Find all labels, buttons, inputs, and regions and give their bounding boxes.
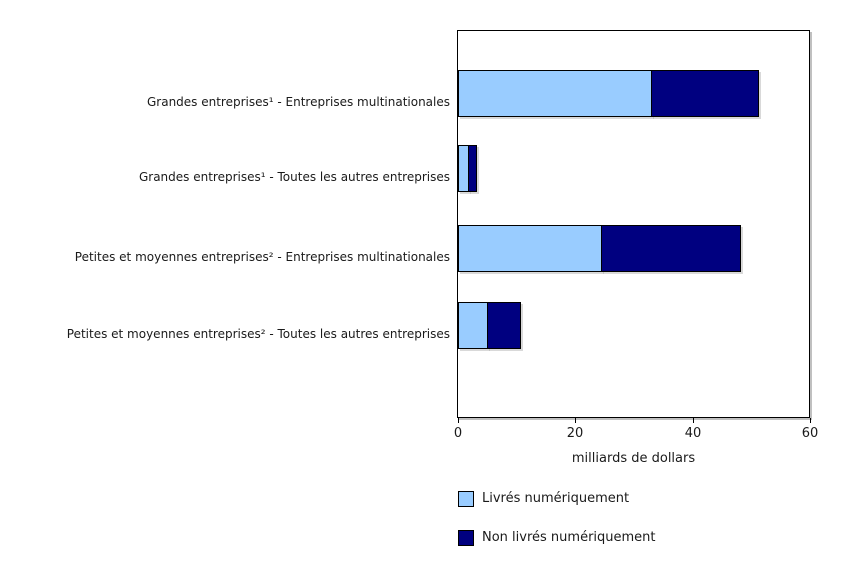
plot-area <box>457 30 810 418</box>
legend-label: Livrés numériquement <box>482 491 630 506</box>
bar-segment-delivered-digitally <box>458 302 488 349</box>
bar-row <box>458 145 477 192</box>
bar-segment-not-delivered-digitally <box>487 302 521 349</box>
x-tick-label: 60 <box>801 426 819 441</box>
bar-segment-delivered-digitally <box>458 70 652 117</box>
category-label: Petites et moyennes entreprises² - Entre… <box>74 249 450 264</box>
category-label: Grandes entreprises¹ - Toutes les autres… <box>138 169 450 184</box>
legend-swatch-not-delivered-digitally <box>458 529 474 546</box>
legend: Livrés numériquement Non livrés numérique… <box>458 488 656 563</box>
bar-segment-delivered-digitally <box>458 225 602 272</box>
legend-entry: Non livrés numériquement <box>458 527 656 546</box>
bar-row <box>458 225 741 272</box>
x-axis-title: milliards de dollars <box>571 451 696 466</box>
legend-swatch-delivered-digitally <box>458 490 474 507</box>
x-tick-mark <box>575 418 576 423</box>
x-tick-label: 0 <box>453 426 463 441</box>
legend-label: Non livrés numériquement <box>482 530 656 545</box>
x-tick-mark <box>458 418 459 423</box>
x-tick-label: 20 <box>566 426 584 441</box>
x-tick-mark <box>810 418 811 423</box>
bar-segment-not-delivered-digitally <box>468 145 477 192</box>
x-tick-mark <box>693 418 694 423</box>
bar-segment-not-delivered-digitally <box>651 70 759 117</box>
bar-row <box>458 70 759 117</box>
category-label: Petites et moyennes entreprises² - Toute… <box>66 326 450 341</box>
category-label: Grandes entreprises¹ - Entreprises multi… <box>146 94 450 109</box>
bar-row <box>458 302 521 349</box>
bar-segment-not-delivered-digitally <box>601 225 741 272</box>
legend-entry: Livrés numériquement <box>458 488 656 507</box>
x-tick-label: 40 <box>684 426 702 441</box>
